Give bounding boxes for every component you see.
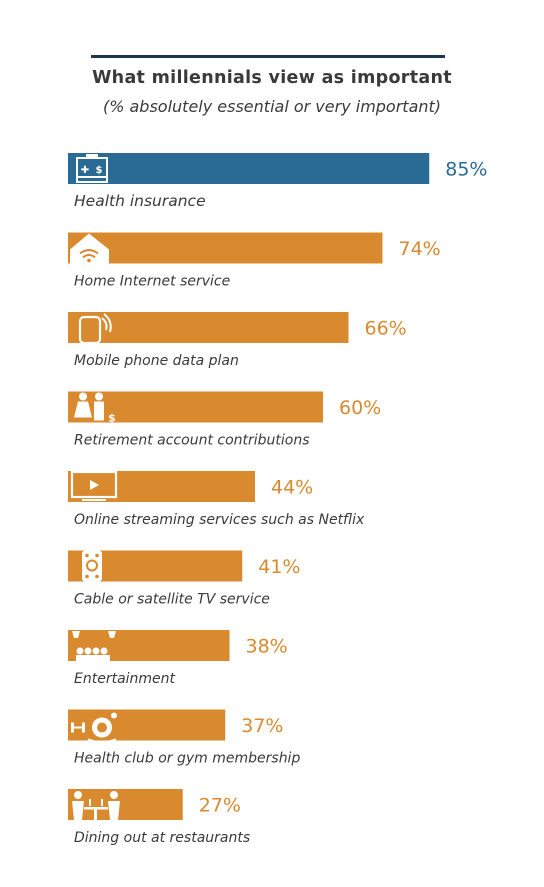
- category-label: Home Internet service: [74, 274, 230, 290]
- category-label: Entertainment: [74, 671, 176, 687]
- bar-1: [68, 153, 430, 184]
- value-label: 74%: [399, 238, 441, 260]
- gym-weights-icon: [71, 712, 117, 744]
- tv-play-icon: [70, 470, 118, 501]
- value-label: 60%: [339, 397, 381, 419]
- dining-couple-icon: [72, 791, 120, 820]
- category-label: Online streaming services such as Netfli…: [74, 512, 365, 528]
- category-label: Retirement account contributions: [74, 433, 310, 449]
- value-label: 38%: [246, 636, 288, 658]
- svg-text:✚: ✚: [81, 165, 89, 176]
- bar-3: [68, 312, 349, 343]
- medical-kit-icon: ✚ $: [76, 154, 108, 183]
- theater-audience-icon: [72, 631, 116, 661]
- svg-text:$: $: [108, 412, 116, 425]
- category-label: Health insurance: [74, 192, 206, 210]
- remote-control-icon: [82, 550, 102, 582]
- category-label: Cable or satellite TV service: [74, 592, 270, 608]
- category-label: Health club or gym membership: [74, 751, 300, 767]
- couple-money-icon: $: [74, 392, 116, 425]
- bar-9: [68, 789, 183, 820]
- category-label: Dining out at restaurants: [74, 830, 250, 846]
- mobile-phone-icon: [78, 313, 112, 345]
- chart-subtitle: (% absolutely essential or very importan…: [102, 97, 442, 116]
- bar-2: [68, 232, 383, 264]
- bar-8: [68, 709, 226, 741]
- home-wifi-icon: [70, 233, 109, 264]
- value-label: 44%: [271, 477, 313, 499]
- top-rule: [91, 55, 445, 58]
- category-label: Mobile phone data plan: [74, 353, 239, 369]
- value-label: 41%: [258, 556, 300, 578]
- value-label: 85%: [445, 159, 487, 181]
- value-label: 37%: [241, 715, 283, 737]
- value-label: 27%: [199, 795, 241, 817]
- bar-4: [68, 391, 323, 423]
- chart-title: What millennials view as important: [92, 68, 452, 88]
- svg-text:$: $: [96, 165, 103, 176]
- value-label: 66%: [365, 318, 407, 340]
